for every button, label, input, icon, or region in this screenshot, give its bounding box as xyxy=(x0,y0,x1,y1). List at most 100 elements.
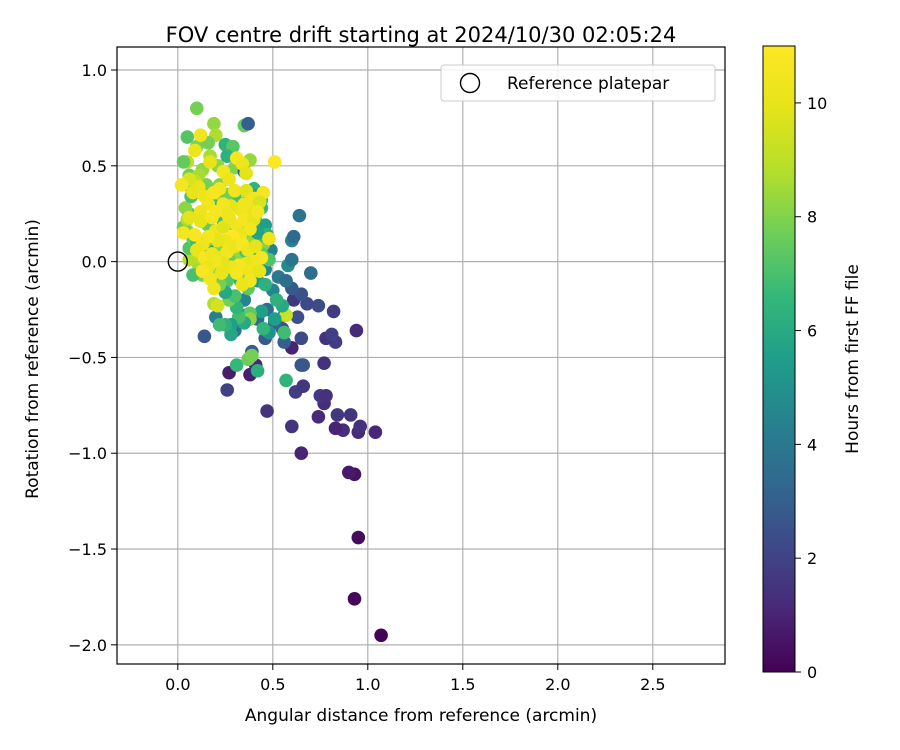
data-point xyxy=(188,143,202,158)
data-point xyxy=(237,197,252,211)
data-point xyxy=(228,183,242,198)
data-point xyxy=(252,264,267,278)
y-tick-label: −1.5 xyxy=(68,540,107,559)
data-point xyxy=(220,383,234,397)
data-point xyxy=(292,208,307,223)
data-point xyxy=(222,172,236,187)
data-point xyxy=(328,421,343,436)
data-point xyxy=(229,358,244,372)
colorbar-gradient xyxy=(762,45,796,673)
x-axis-label: Angular distance from reference (arcmin) xyxy=(245,706,597,726)
data-point xyxy=(330,408,345,422)
data-point xyxy=(286,229,301,244)
data-point xyxy=(319,388,333,403)
legend-box xyxy=(440,64,716,102)
x-tick-label: 2.0 xyxy=(545,675,570,694)
data-point xyxy=(235,277,250,292)
y-tick-label: −2.0 xyxy=(68,636,107,655)
legend-reference-marker xyxy=(459,72,481,94)
data-point xyxy=(229,266,244,280)
data-point xyxy=(277,335,292,349)
data-point xyxy=(203,155,217,169)
data-point xyxy=(209,204,223,219)
legend-entry-reference-platepar: Reference platepar xyxy=(507,74,669,94)
data-point xyxy=(248,239,263,254)
data-point xyxy=(210,298,225,313)
data-point xyxy=(207,281,221,296)
data-point xyxy=(343,408,358,422)
y-tick-label: −0.5 xyxy=(68,348,107,367)
data-point xyxy=(193,128,208,142)
data-point xyxy=(277,325,292,340)
data-point xyxy=(193,214,208,229)
data-point xyxy=(174,178,189,192)
data-point xyxy=(349,323,364,338)
colorbar-label: Hours from first FF file xyxy=(843,264,863,454)
data-point xyxy=(304,266,318,280)
legend: Reference platepar xyxy=(440,64,716,102)
data-point xyxy=(220,206,234,221)
data-point xyxy=(353,419,368,434)
data-point xyxy=(285,252,299,267)
x-tick-label: 0.5 xyxy=(260,675,285,694)
data-point xyxy=(182,210,196,225)
data-point xyxy=(311,298,326,313)
data-point xyxy=(279,273,293,288)
data-point xyxy=(188,227,202,242)
colorbar-tick-label: 4 xyxy=(807,435,817,454)
data-point xyxy=(214,266,229,280)
colorbar-tick-label: 6 xyxy=(807,322,817,341)
data-point xyxy=(250,204,265,219)
colorbar-tick-label: 2 xyxy=(807,549,817,568)
data-point xyxy=(294,446,309,461)
data-point xyxy=(180,130,195,144)
data-point xyxy=(285,419,299,434)
x-tick-label: 1.5 xyxy=(450,675,475,694)
data-point xyxy=(245,348,259,363)
reference-marker-group xyxy=(167,251,189,272)
data-point xyxy=(296,358,311,372)
data-point xyxy=(197,329,212,344)
y-tick-label: 1.0 xyxy=(82,61,107,80)
data-point xyxy=(190,101,204,116)
data-point xyxy=(250,364,265,378)
data-point xyxy=(176,226,191,240)
colorbar-ticks: 0 2 4 6 8 10 xyxy=(795,94,827,682)
data-points xyxy=(174,101,388,643)
data-point xyxy=(212,318,227,332)
data-point xyxy=(260,404,274,418)
data-point xyxy=(262,231,276,246)
data-point xyxy=(207,116,221,131)
data-point xyxy=(342,465,356,480)
x-tick-label: 1.0 xyxy=(355,675,380,694)
data-point xyxy=(294,331,309,346)
data-point xyxy=(374,628,388,643)
y-tick-label: 0.5 xyxy=(82,157,107,176)
data-point xyxy=(241,116,255,131)
data-point xyxy=(351,530,366,545)
data-point xyxy=(176,155,191,169)
data-point xyxy=(267,155,282,169)
x-tick-label: 0.0 xyxy=(165,675,190,694)
chart-title: FOV centre drift starting at 2024/10/30 … xyxy=(166,23,677,47)
colorbar: 0 2 4 6 8 10 Hours from first FF file xyxy=(762,45,863,682)
data-point xyxy=(317,356,331,370)
data-point xyxy=(290,310,305,324)
data-point xyxy=(193,204,208,219)
data-point xyxy=(326,304,341,319)
data-point xyxy=(269,293,284,307)
data-point xyxy=(243,264,257,278)
y-tick-label: 0.0 xyxy=(82,253,107,272)
data-point xyxy=(258,277,273,292)
data-point xyxy=(324,327,339,342)
data-point xyxy=(347,592,362,606)
y-axis-ticks: −2.0 −1.5 −1.0 −0.5 0.0 0.5 1.0 xyxy=(68,61,117,655)
data-point xyxy=(279,373,293,388)
data-point xyxy=(267,312,282,326)
colorbar-tick-label: 8 xyxy=(807,208,817,227)
x-tick-label: 2.5 xyxy=(640,675,665,694)
colorbar-tick-label: 0 xyxy=(807,663,817,682)
reference-platepar-marker xyxy=(167,251,189,272)
y-axis-label: Rotation from reference (arcmin) xyxy=(23,219,43,499)
